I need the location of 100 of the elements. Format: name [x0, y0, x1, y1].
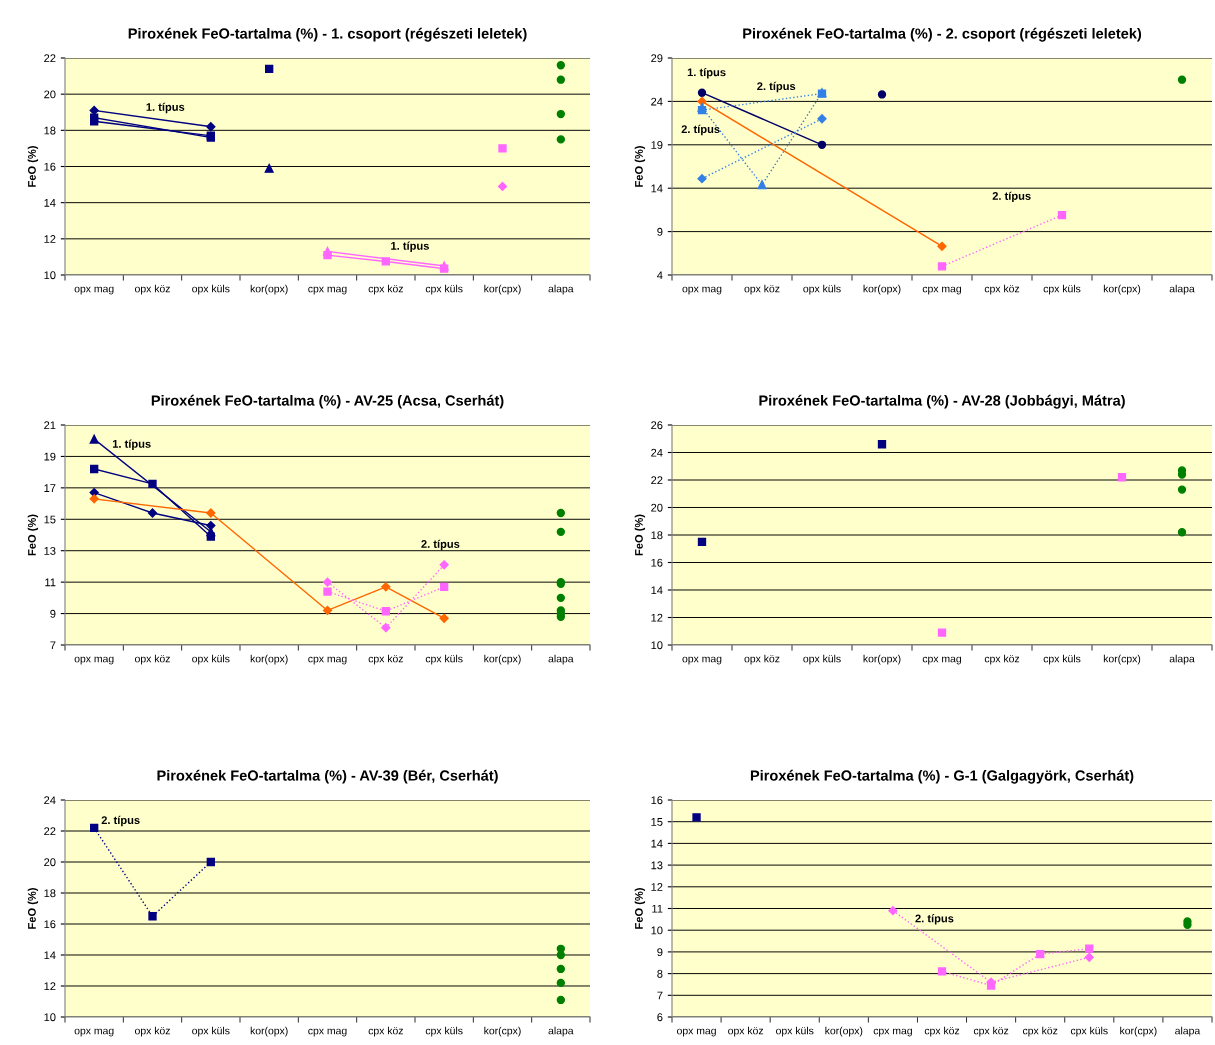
y-tick-label: 22: [44, 827, 56, 836]
y-tick-label: 9: [657, 948, 663, 957]
y-tick-label: 12: [651, 883, 663, 891]
x-tick-label: cpx köz: [924, 1026, 960, 1037]
y-tick-label: 21: [44, 421, 56, 430]
annotation: 2. típus: [915, 914, 954, 925]
y-tick-label: 24: [44, 796, 56, 805]
y-tick-label: 7: [657, 991, 663, 1000]
y-tick-label: 10: [44, 1013, 56, 1022]
y-axis-title: FeO (%): [634, 888, 646, 929]
x-tick-label: opx köz: [134, 284, 170, 295]
y-tick-label: 24: [651, 97, 663, 106]
chart-title: Piroxének FeO-tartalma (%) - 1. csoport (régészeti leletek): [128, 27, 527, 42]
x-tick-label: cpx küls: [1043, 284, 1081, 295]
x-tick-label: opx köz: [744, 284, 780, 295]
x-tick-label: opx küls: [803, 654, 841, 665]
y-tick-label: 20: [44, 90, 56, 99]
x-tick-label: opx köz: [134, 1026, 170, 1037]
y-tick-label: 13: [44, 546, 56, 555]
annotation: 1. típus: [112, 439, 151, 451]
annotation: 2. típus: [681, 124, 720, 136]
y-axis-title: FeO (%): [27, 146, 39, 187]
x-tick-label: opx köz: [744, 654, 780, 665]
y-tick-label: 13: [651, 861, 663, 870]
x-tick-label: cpx küls: [1043, 654, 1081, 665]
x-tick-label: cpx mag: [308, 286, 347, 295]
x-tick-label: kor(opx): [250, 284, 288, 295]
y-tick-label: 16: [651, 558, 663, 567]
x-tick-label: cpx küls: [425, 284, 463, 295]
y-tick-label: 24: [651, 448, 663, 457]
y-tick-label: 15: [651, 818, 663, 826]
y-tick-label: 18: [44, 889, 56, 898]
y-tick-label: 12: [44, 235, 56, 243]
x-tick-label: opx küls: [776, 1026, 814, 1037]
x-tick-label: opx mag: [74, 656, 114, 665]
y-axis-title: FeO (%): [27, 514, 39, 556]
chart-title: Piroxének FeO-tartalma (%) - AV-28 (Jobbágyi, Mátra): [759, 394, 1125, 409]
x-tick-label: opx küls: [192, 284, 230, 295]
y-axis-title: FeO (%): [27, 888, 39, 929]
y-tick-label: 20: [651, 503, 663, 512]
x-tick-label: cpx köz: [368, 1026, 403, 1037]
y-tick-label: 16: [651, 796, 663, 805]
x-tick-label: opx mag: [682, 286, 722, 295]
chart-title: Piroxének FeO-tartalma (%) - G-1 (Galgagyörk, Cserhát): [750, 769, 1134, 784]
x-tick-label: cpx köz: [984, 284, 1020, 295]
x-tick-label: kor(opx): [825, 1026, 863, 1037]
y-tick-label: 14: [44, 199, 56, 207]
y-tick-label: 16: [44, 920, 56, 929]
annotation: 2. típus: [757, 81, 796, 93]
x-tick-label: cpx mag: [922, 656, 962, 665]
x-tick-label: kor(opx): [250, 1026, 288, 1037]
x-tick-label: cpx küls: [425, 654, 463, 665]
x-tick-label: kor(cpx): [1103, 284, 1141, 295]
x-tick-label: cpx köz: [984, 654, 1020, 665]
annotation: 2. típus: [992, 191, 1031, 203]
y-tick-label: 16: [44, 162, 56, 171]
x-tick-label: cpx küls: [425, 1026, 463, 1037]
annotation: 2. típus: [421, 539, 460, 551]
y-tick-label: 12: [651, 613, 663, 622]
y-tick-label: 14: [44, 951, 56, 960]
y-tick-label: 18: [651, 531, 663, 540]
chart-title: Piroxének FeO-tartalma (%) - AV-39 (Bér, Cserhát): [157, 769, 498, 784]
x-tick-label: cpx köz: [973, 1026, 1009, 1037]
x-tick-label: cpx küls: [1070, 1026, 1108, 1037]
x-tick-label: opx mag: [677, 1028, 716, 1037]
y-tick-label: 10: [651, 926, 663, 935]
y-tick-label: 9: [50, 609, 56, 618]
y-tick-label: 29: [651, 54, 663, 63]
x-tick-label: kor(opx): [863, 654, 901, 665]
x-tick-label: cpx mag: [873, 1028, 912, 1037]
y-tick-label: 10: [651, 641, 663, 650]
x-tick-label: alapa: [1169, 654, 1195, 665]
y-tick-label: 19: [44, 452, 56, 461]
x-tick-label: opx köz: [728, 1026, 764, 1037]
y-tick-label: 20: [44, 858, 56, 867]
x-tick-label: kor(cpx): [484, 654, 521, 665]
y-tick-label: 22: [651, 476, 663, 485]
annotation: 2. típus: [101, 815, 140, 827]
x-tick-label: alapa: [548, 1026, 574, 1037]
y-tick-label: 14: [651, 839, 663, 848]
y-tick-label: 7: [50, 641, 56, 650]
x-tick-label: cpx köz: [368, 654, 403, 665]
y-tick-label: 12: [44, 982, 56, 991]
chart-title: Piroxének FeO-tartalma (%) - 2. csoport (régészeti leletek): [743, 27, 1142, 42]
y-tick-label: 26: [651, 421, 663, 430]
y-tick-label: 19: [651, 141, 663, 149]
y-axis-title: FeO (%): [634, 146, 646, 187]
x-tick-label: opx mag: [74, 1028, 114, 1037]
annotation: 1. típus: [146, 102, 185, 114]
x-tick-label: opx köz: [134, 654, 170, 665]
y-tick-label: 11: [652, 904, 663, 913]
x-tick-label: alapa: [548, 654, 574, 665]
x-tick-label: alapa: [548, 284, 574, 295]
y-tick-label: 14: [651, 184, 663, 193]
chart-title: Piroxének FeO-tartalma (%) - AV-25 (Acsa, Cserhát): [151, 394, 504, 409]
y-tick-label: 15: [44, 515, 56, 524]
x-tick-label: opx küls: [192, 654, 230, 665]
y-tick-label: 4: [657, 271, 663, 280]
x-tick-label: kor(cpx): [1103, 654, 1141, 665]
y-tick-label: 6: [657, 1013, 663, 1022]
